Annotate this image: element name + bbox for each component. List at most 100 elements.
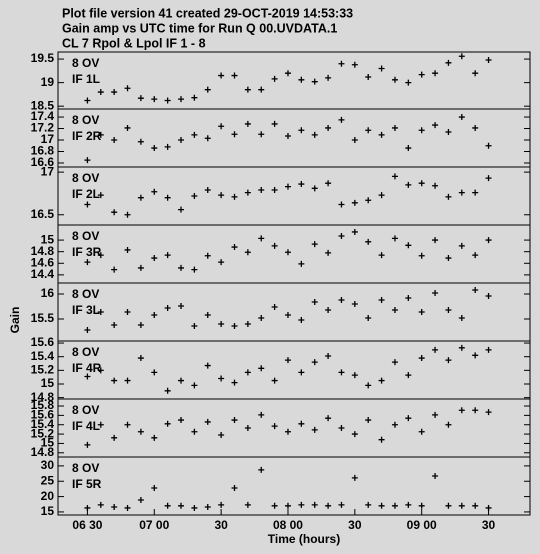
point xyxy=(338,501,345,508)
point xyxy=(298,260,305,267)
point xyxy=(258,86,265,93)
point xyxy=(231,131,238,138)
point xyxy=(378,436,385,443)
point xyxy=(258,365,265,372)
point xyxy=(258,131,265,138)
y-tick-label: 25 xyxy=(41,473,55,487)
y-tick-label: 17 xyxy=(41,132,55,146)
point xyxy=(391,173,398,180)
point xyxy=(311,426,318,433)
point xyxy=(151,145,158,152)
point xyxy=(325,74,332,81)
point xyxy=(258,315,265,321)
point xyxy=(164,252,171,259)
point xyxy=(84,259,91,266)
y-tick-label: 18.5 xyxy=(31,98,55,112)
point xyxy=(485,293,492,299)
y-tick-label: 30 xyxy=(41,458,55,472)
point xyxy=(405,79,412,86)
y-tick-label: 15.8 xyxy=(31,398,55,412)
point xyxy=(284,70,291,77)
point xyxy=(204,86,211,93)
panel-label: IF 3L xyxy=(72,303,100,317)
point xyxy=(124,85,131,92)
point xyxy=(178,206,185,213)
point xyxy=(271,502,278,509)
y-tick-label: 16.6 xyxy=(31,155,55,169)
point xyxy=(351,474,358,481)
panel-frame xyxy=(57,108,531,168)
point xyxy=(445,421,452,428)
point xyxy=(432,182,439,189)
point xyxy=(365,315,372,321)
point xyxy=(204,187,211,194)
x-tick-label: 06 30 xyxy=(72,518,102,532)
point xyxy=(178,264,185,271)
point xyxy=(218,375,225,382)
point xyxy=(137,496,144,503)
point xyxy=(178,137,185,144)
point xyxy=(458,114,465,121)
point xyxy=(378,131,385,138)
point xyxy=(351,137,358,144)
point xyxy=(111,209,118,216)
point xyxy=(271,377,278,384)
point xyxy=(84,157,91,164)
panel-label: 8 OV xyxy=(72,171,99,185)
point xyxy=(231,72,238,79)
point xyxy=(284,357,291,364)
point xyxy=(191,94,198,101)
panel-frame xyxy=(57,224,531,284)
point xyxy=(137,95,144,102)
point xyxy=(418,71,425,78)
point xyxy=(338,60,345,67)
point xyxy=(365,417,372,424)
point xyxy=(244,86,251,93)
point xyxy=(244,369,251,376)
y-tick-label: 14.8 xyxy=(31,445,55,459)
point xyxy=(418,127,425,134)
point xyxy=(472,70,479,77)
point xyxy=(218,321,225,327)
point xyxy=(191,131,198,138)
point xyxy=(311,299,318,305)
point xyxy=(391,502,398,509)
panel-label: IF 1L xyxy=(72,72,100,86)
point xyxy=(137,194,144,201)
point xyxy=(472,124,479,131)
point xyxy=(311,501,318,508)
point xyxy=(458,407,465,414)
point xyxy=(84,373,91,380)
point xyxy=(405,145,412,152)
point xyxy=(111,322,118,328)
point xyxy=(458,344,465,351)
point xyxy=(325,353,332,360)
point xyxy=(151,255,158,262)
point xyxy=(178,377,185,384)
point xyxy=(97,192,104,199)
x-axis-label: Time (hours) xyxy=(268,532,340,546)
point xyxy=(124,211,131,218)
point xyxy=(271,304,278,310)
point xyxy=(298,181,305,188)
point xyxy=(298,127,305,134)
point xyxy=(432,70,439,77)
panel-label: IF 5R xyxy=(72,477,102,491)
y-tick-label: 15.6 xyxy=(31,335,55,349)
point xyxy=(391,124,398,131)
point xyxy=(365,197,372,204)
point xyxy=(445,357,452,364)
point xyxy=(432,237,439,244)
point xyxy=(432,346,439,353)
point xyxy=(391,307,398,313)
point xyxy=(311,131,318,138)
point xyxy=(271,187,278,194)
point xyxy=(472,189,479,196)
point xyxy=(111,266,118,273)
point xyxy=(298,76,305,83)
point xyxy=(432,473,439,480)
point xyxy=(218,501,225,508)
header-line: Plot file version 41 created 29-OCT-2019… xyxy=(62,6,353,20)
point xyxy=(137,322,144,328)
